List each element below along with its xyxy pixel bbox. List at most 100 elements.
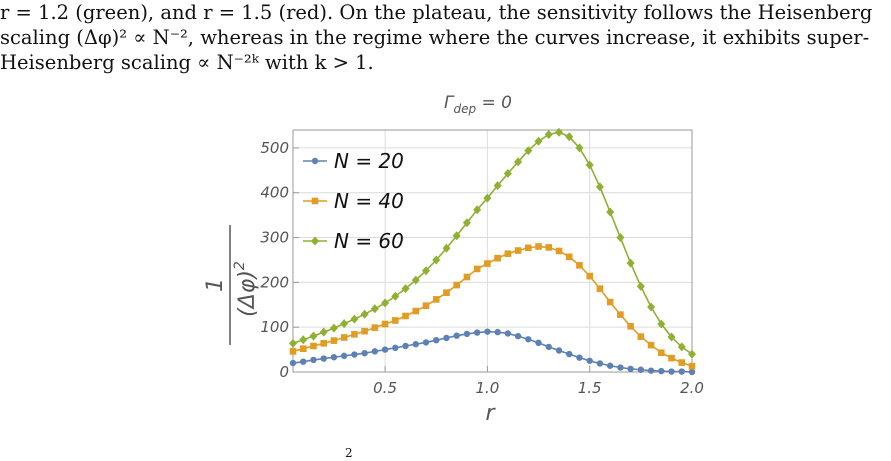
data-point [576, 262, 583, 269]
data-point [576, 354, 583, 361]
data-point [433, 336, 440, 344]
data-point [463, 273, 471, 281]
data-point [575, 143, 584, 153]
legend-label: N = 60 [334, 229, 404, 253]
data-point [401, 284, 410, 294]
data-point [453, 332, 460, 339]
data-point [525, 336, 532, 343]
data-point [545, 343, 552, 351]
data-point [627, 365, 634, 373]
data-point [636, 281, 645, 291]
chart-title: Γdep = 0 [444, 93, 512, 116]
y-tick-label: 300 [260, 229, 289, 247]
paragraph-line: r = 1.2 (green), and r = 1.5 (red). On t… [0, 1, 873, 24]
data-point [525, 244, 532, 252]
legend-label: N = 20 [334, 149, 404, 173]
data-point [473, 265, 481, 273]
data-point [299, 345, 307, 352]
data-point [484, 328, 491, 335]
series-line [292, 330, 693, 373]
plot-frame [292, 129, 693, 373]
x-axis-label: r [485, 401, 496, 426]
x-tick-label: 1.0 [475, 379, 499, 397]
data-point [371, 324, 379, 331]
data-point [309, 331, 318, 341]
data-point [596, 285, 604, 292]
data-point [524, 146, 533, 156]
data-point [320, 355, 327, 362]
legend-marker [311, 197, 319, 205]
data-point [688, 362, 696, 370]
chart-series [289, 127, 696, 376]
legend-marker [311, 157, 319, 165]
data-point [668, 354, 675, 362]
legend-item: N = 40 [303, 189, 404, 213]
caption-fragment: 2 [345, 446, 353, 460]
data-point [381, 298, 390, 308]
data-point [442, 243, 451, 253]
data-point [361, 349, 368, 357]
data-point [658, 367, 665, 375]
data-point [494, 328, 501, 336]
data-point [452, 231, 461, 241]
data-point [566, 350, 573, 358]
data-point [310, 342, 317, 350]
data-point [504, 330, 512, 337]
data-point [391, 291, 400, 301]
paper-paragraph: r = 1.2 (green), and r = 1.5 (red). On t… [0, 0, 891, 75]
y-axis-label-numerator: 1 [203, 278, 228, 292]
series-n40 [289, 243, 696, 370]
data-point [595, 182, 604, 192]
chart-title-main: Γ [444, 93, 455, 113]
data-point [351, 351, 358, 358]
data-point [443, 334, 450, 342]
data-point [535, 339, 542, 347]
data-point [606, 362, 614, 369]
data-point [514, 247, 522, 254]
data-point [514, 157, 523, 167]
data-point [340, 334, 348, 341]
data-point [586, 272, 593, 280]
data-point [351, 331, 358, 338]
y-axis-label: 1 (Δφ)2 [203, 225, 260, 345]
data-point [381, 320, 389, 328]
data-point [473, 205, 482, 215]
data-point [616, 233, 625, 243]
data-point [392, 344, 399, 351]
data-point [688, 368, 696, 376]
data-point [688, 349, 696, 359]
data-point [289, 348, 297, 355]
data-point [678, 359, 686, 366]
data-point [544, 129, 553, 139]
data-point [422, 266, 430, 276]
data-point [534, 136, 543, 146]
data-point [299, 335, 308, 345]
data-point [289, 338, 297, 348]
data-point [647, 302, 656, 312]
paragraph-line: Heisenberg scaling ∝ N⁻²ᵏ with k > 1. [0, 51, 374, 74]
data-point [677, 342, 686, 352]
y-tick-label: 0 [279, 363, 289, 381]
data-point [617, 311, 624, 318]
legend-item: N = 60 [303, 229, 404, 253]
data-point [392, 317, 399, 324]
y-tick-label: 400 [260, 184, 289, 202]
data-point [667, 332, 676, 342]
data-point [657, 319, 666, 329]
series-line [292, 245, 693, 367]
data-point [494, 254, 501, 262]
series-n20 [289, 328, 696, 376]
series-line [292, 131, 693, 355]
data-point [493, 181, 502, 191]
data-point [504, 250, 512, 257]
data-point [555, 247, 563, 255]
data-point [411, 275, 420, 285]
data-point [626, 258, 635, 268]
data-point [319, 327, 328, 337]
data-point [310, 356, 317, 364]
data-point [514, 332, 522, 340]
y-axis-label-denominator: (Δφ)2 [232, 261, 260, 317]
data-point [422, 339, 430, 346]
data-point [320, 340, 327, 347]
data-point [668, 368, 675, 375]
